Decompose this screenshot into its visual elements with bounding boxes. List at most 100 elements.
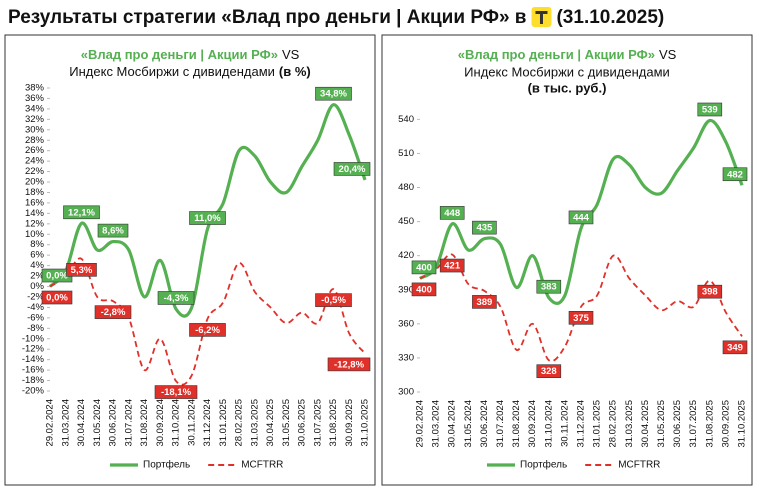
y-tick-label: -6% <box>27 312 44 323</box>
y-tick-label: 10% <box>25 229 45 240</box>
data-label: 444 <box>568 210 594 225</box>
y-tick-label: 28% <box>25 135 45 146</box>
x-tick-label: 30.09.2025 <box>720 400 731 448</box>
data-label-text: 398 <box>702 287 718 298</box>
data-label: 12,1% <box>63 205 100 220</box>
y-tick-label: 540 <box>398 114 414 125</box>
y-tick-label: -10% <box>22 333 45 344</box>
x-tick-label: 31.08.2024 <box>139 399 150 447</box>
data-label-box <box>439 258 465 273</box>
data-label: 0,0% <box>41 290 73 305</box>
x-tick-label: 28.02.2025 <box>608 400 619 448</box>
x-tick-label: 30.06.2025 <box>672 400 683 448</box>
x-tick-label: 31.10.2024 <box>543 400 554 448</box>
y-tick-label: 4% <box>30 260 44 271</box>
data-label-box <box>333 162 371 176</box>
x-tick-label: 30.06.2024 <box>108 399 119 447</box>
data-label-box <box>189 211 226 225</box>
logo-letter <box>535 11 548 24</box>
subtitle-index: Индекс Мосбиржи с дивидендами <box>464 64 670 79</box>
page-title-date: (31.10.2025) <box>556 7 664 28</box>
data-label-box <box>66 263 97 277</box>
y-tick-label: 300 <box>398 387 414 398</box>
data-label-box <box>63 205 100 220</box>
y-tick-label: -18% <box>22 375 45 386</box>
data-label: -12,8% <box>327 357 371 372</box>
x-tick-label: 31.03.2025 <box>249 399 260 447</box>
data-label: 5,3% <box>66 263 97 277</box>
x-tick-label: 30.09.2024 <box>155 399 166 447</box>
x-tick-label: 31.10.2024 <box>171 399 182 447</box>
data-label-text: 435 <box>476 223 493 234</box>
x-tick-label: 30.04.2025 <box>640 400 651 448</box>
data-label: 448 <box>439 206 465 220</box>
y-tick-label: -20% <box>22 386 45 397</box>
y-tick-label: 8% <box>30 239 44 250</box>
logo-icon <box>531 7 552 27</box>
data-label-box <box>315 86 352 101</box>
y-tick-label: 20% <box>25 177 45 188</box>
chart-subtitle: «Влад про деньги | Акции РФ» VS <box>81 47 300 62</box>
y-tick-label: 360 <box>398 318 414 329</box>
legend-label: MCFTRR <box>241 460 283 471</box>
data-label-box <box>439 206 465 220</box>
data-label: 398 <box>697 284 723 299</box>
x-tick-label: 31.07.2024 <box>123 399 134 447</box>
y-tick-label: 2% <box>30 271 44 282</box>
data-label-text: 383 <box>541 282 557 293</box>
x-tick-label: 30.09.2024 <box>527 400 538 448</box>
data-label-box <box>697 284 723 299</box>
data-label-box <box>536 364 562 378</box>
data-label-box <box>327 357 371 372</box>
x-tick-label: 30.04.2024 <box>76 399 87 447</box>
legend-label: Портфель <box>520 459 567 471</box>
y-tick-label: -4% <box>27 302 44 313</box>
data-label: -2,8% <box>94 305 132 319</box>
y-tick-label: 480 <box>398 182 414 193</box>
series-line <box>419 253 743 362</box>
data-label-box <box>536 279 562 294</box>
y-tick-label: 510 <box>398 148 414 159</box>
x-tick-label: 30.09.2025 <box>344 399 355 447</box>
y-tick-label: 30% <box>25 124 45 135</box>
data-label-box <box>315 293 352 307</box>
x-tick-label: 30.11.2024 <box>559 400 570 447</box>
x-tick-label: 31.12.2024 <box>202 399 213 447</box>
x-tick-label: 30.04.2025 <box>265 399 276 447</box>
data-label: 389 <box>472 295 497 309</box>
series-line <box>49 257 366 386</box>
panel-border <box>4 34 376 486</box>
y-tick-label: 36% <box>25 93 45 104</box>
data-label-text: 12,1% <box>68 207 95 218</box>
subtitle-vs: VS <box>659 47 677 62</box>
chart-subtitle: «Влад про деньги | Акции РФ» VS <box>458 47 677 62</box>
data-label: -6,2% <box>189 323 226 337</box>
x-tick-label: 31.05.2025 <box>656 400 667 448</box>
y-tick-label: 26% <box>25 145 45 156</box>
data-label-text: 8,6% <box>102 226 124 237</box>
data-label-box <box>411 282 437 297</box>
data-label-text: -4,3% <box>164 293 189 304</box>
y-tick-label: 420 <box>398 250 414 261</box>
data-label-text: 5,3% <box>71 265 93 276</box>
x-tick-label: 29.02.2024 <box>45 399 56 447</box>
x-tick-label: 31.05.2025 <box>281 399 292 447</box>
x-tick-label: 30.06.2024 <box>479 400 490 448</box>
data-label-box <box>472 295 497 309</box>
data-label-text: -18,1% <box>161 387 192 398</box>
series-line <box>48 103 367 318</box>
data-label: 8,6% <box>97 223 129 238</box>
page-title: Результаты стратегии «Влад про деньги | … <box>8 7 526 28</box>
x-tick-label: 31.03.2024 <box>60 399 71 447</box>
x-tick-label: 28.02.2025 <box>234 399 245 447</box>
y-tick-label: 14% <box>25 208 45 219</box>
y-tick-label: 12% <box>25 218 45 229</box>
data-label: 383 <box>536 279 562 294</box>
y-tick-label: 390 <box>398 284 414 295</box>
x-tick-label: 31.01.2025 <box>218 399 229 447</box>
data-label: -0,5% <box>315 293 352 307</box>
data-label-box <box>722 340 748 355</box>
data-label: 435 <box>472 220 497 235</box>
subtitle-index: Индекс Мосбиржи с дивидендами <box>69 64 275 79</box>
